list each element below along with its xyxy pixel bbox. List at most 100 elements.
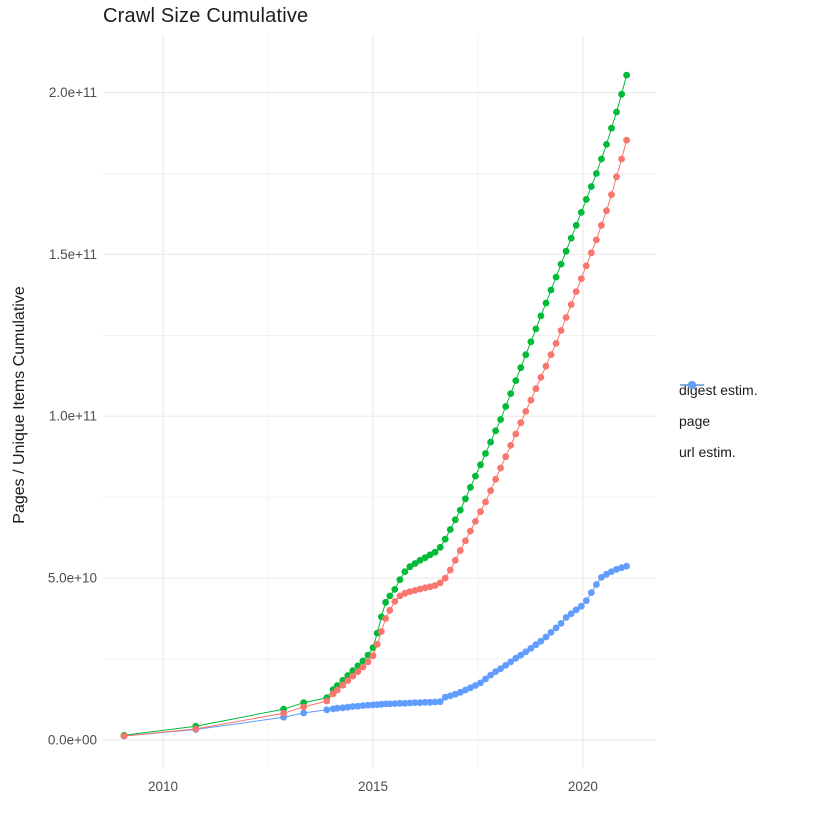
data-point [507,390,515,397]
data-point [582,196,590,203]
data-point [411,699,419,707]
data-point [552,273,560,281]
data-point [426,698,434,706]
data-point [603,570,610,578]
data-point [587,589,595,596]
legend-label: url estim. [679,444,736,460]
data-point [280,709,287,717]
data-point [502,403,510,410]
data-point [344,672,352,679]
data-point [598,574,605,581]
data-point [467,484,474,491]
data-point [364,651,372,659]
data-point [542,362,550,370]
data-point [598,155,605,163]
data-point [386,607,394,614]
legend-key-icon [680,381,704,389]
data-point [557,620,565,627]
data-point [603,141,610,148]
data-point [603,207,610,215]
data-point [349,672,357,680]
data-point [482,498,489,506]
data-point [618,90,625,98]
data-point [300,703,308,711]
data-point [623,136,630,144]
data-point [462,495,469,503]
data-point [416,585,424,593]
data-point [436,579,444,587]
data-point [618,155,625,163]
y-axis-title: Pages / Unique Items Cumulative [11,286,28,524]
data-point [359,657,367,665]
data-point [593,236,600,244]
series-line [123,74,628,736]
data-point [467,527,474,535]
data-point [562,247,570,255]
data-point [401,568,409,575]
data-point [339,681,347,689]
data-point [537,374,545,381]
data-point [382,598,389,606]
data-point [487,671,494,679]
legend-item-url-estim: url estim. [679,381,758,463]
data-point [441,574,449,582]
data-point [557,327,565,334]
data-point [517,651,525,659]
data-point [406,563,414,571]
data-point [522,351,530,359]
data-point [396,592,404,600]
data-point [512,377,520,384]
legend-label: page [679,413,711,429]
data-point [386,700,394,708]
data-point [323,697,331,705]
data-point [487,438,494,446]
data-point [477,679,484,687]
data-point [436,543,444,551]
data-point [339,676,347,684]
data-point [542,299,550,307]
data-point [527,644,535,652]
data-point [567,610,575,618]
y-tick-label: 5.0e+10 [48,571,97,586]
data-point [532,641,540,649]
data-point [517,364,525,372]
data-point [547,351,555,359]
data-point [456,506,464,514]
data-point [426,551,434,559]
data-point [577,209,585,216]
data-point [482,450,489,457]
data-point [416,556,424,564]
data-point [378,628,385,635]
data-point [477,461,484,469]
data-point [441,693,449,701]
x-tick-label: 2020 [568,779,598,794]
data-point [396,576,404,584]
data-point [587,249,595,257]
data-point [431,698,439,706]
data-point [359,663,367,671]
data-point [333,686,341,694]
data-point [582,262,590,270]
data-point [477,508,484,516]
data-point [572,288,580,295]
data-point [451,516,459,524]
x-tick-label: 2015 [358,779,388,794]
data-point [623,71,630,79]
data-point [446,566,454,574]
data-point [502,453,510,461]
series-line [123,565,627,737]
data-point [421,698,429,706]
data-point [593,581,600,588]
data-point [492,475,499,483]
data-point [456,547,464,554]
data-point [300,709,308,717]
data-point [527,338,535,346]
data-point [446,526,454,533]
data-point [577,602,585,610]
data-point [537,312,545,320]
data-point [577,275,585,283]
data-point [472,518,479,525]
data-point [359,702,367,709]
data-point [472,682,479,689]
